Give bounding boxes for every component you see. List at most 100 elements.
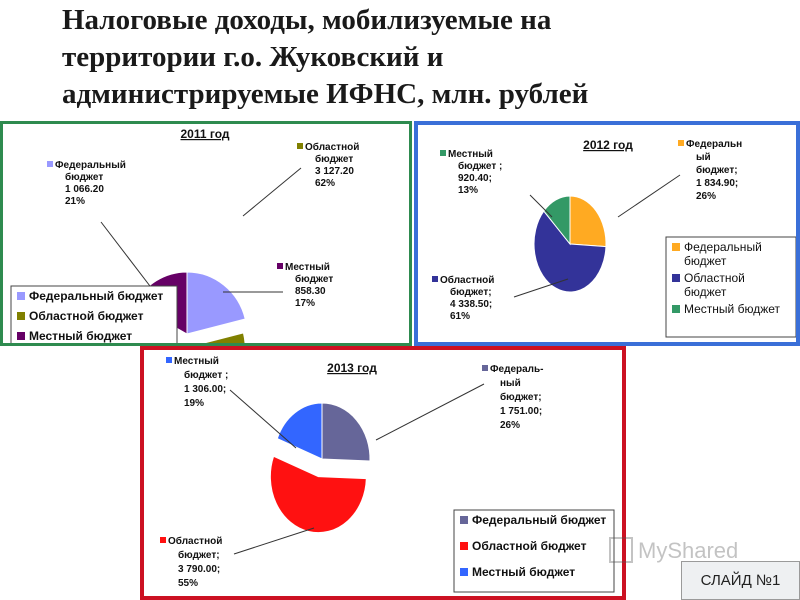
data-label-local-2011-line-2: бюджет: [295, 273, 333, 285]
slide-number-badge: СЛАЙД №1: [681, 561, 800, 600]
data-label-local-2013-line-2: бюджет ;: [184, 369, 228, 381]
legend-swatch-regional-2011: [17, 312, 25, 320]
leader-line-regional-2012: [513, 278, 569, 298]
data-label-marker-federal-2012: [678, 140, 684, 146]
legend-label-federal-2012: Федеральный: [684, 240, 762, 254]
legend-swatch-regional-2013: [460, 542, 468, 550]
data-label-local-2012-line-2: бюджет ;: [458, 160, 502, 172]
data-label-local-2012-line-3: 920.40;: [458, 173, 492, 184]
chart-panel-2012: 2012 год Федеральн ый бюджет; 1 834.90; 26% Об…: [414, 121, 800, 346]
chart-title-2013: 2013 год: [327, 361, 377, 375]
leader-line-federal-2011: [100, 221, 154, 291]
data-label-marker-local-2012: [440, 150, 446, 156]
leader-line-local-2013: [229, 389, 297, 449]
legend-box-2013: [453, 509, 615, 593]
pie-chart-2013: 2013 год Федераль-ный бюджет; 1 751.00; 26% О…: [160, 356, 615, 593]
data-label-regional-2013-line-4: 55%: [178, 578, 198, 589]
data-label-regional-2013-line-2: бюджет;: [178, 549, 220, 561]
chart-title-2011: 2011 год: [181, 127, 230, 141]
data-label-local-2013-line-4: 19%: [184, 398, 204, 409]
data-label-marker-local-2011: [277, 263, 283, 269]
title-line-2: территории г.о. Жуковский и: [62, 41, 444, 73]
watermark-logo: MyShared: [609, 537, 738, 563]
leader-line-local-2012: [529, 194, 553, 218]
leader-line-regional-2011: [242, 167, 302, 217]
data-label-regional-2011-line-2: бюджет: [315, 153, 353, 165]
data-label-regional-2011-line-3: 3 127.20: [315, 166, 354, 177]
legend-label-regional-2013: Областной бюджет: [472, 539, 587, 553]
pie-slice-regional-2013: [269, 455, 367, 534]
data-label-marker-local-2013: [166, 357, 172, 363]
legend-label-federal-2011: Федеральный бюджет: [29, 289, 163, 303]
legend-label-federal-2013: Федеральный бюджет: [472, 513, 606, 527]
data-label-regional-2011-line-1: Областной: [305, 141, 359, 153]
legend-label-local-2012: Местный бюджет: [684, 302, 781, 316]
pie-slice-local-2013: [276, 402, 323, 460]
data-label-marker-regional-2011: [297, 143, 303, 149]
leader-line-federal-2013: [375, 383, 485, 441]
data-label-regional-2012-line-4: 61%: [450, 311, 470, 322]
pie-slice-local-2012: [543, 195, 571, 246]
chart-panel-2011: 2011 год Федеральный бюджет 1 066.20 21% Обла…: [0, 121, 412, 346]
data-label-federal-2011-line-3: 1 066.20: [65, 184, 104, 195]
chart-panel-2013: 2013 год Федераль-ный бюджет; 1 751.00; 26% О…: [140, 346, 626, 600]
data-label-federal-2012-line-2: ый: [696, 152, 711, 163]
data-label-local-2012-line-4: 13%: [458, 185, 478, 196]
legend-swatch-federal-2012: [672, 243, 680, 251]
legend-label-regional-2012: Областной: [684, 271, 745, 285]
title-line-3: администрируемые ИФНС, млн. рублей: [62, 78, 589, 110]
pie-slice-federal-2011: [186, 271, 246, 335]
data-label-federal-2012-line-4: 1 834.90;: [696, 178, 738, 189]
leader-line-regional-2013: [233, 527, 315, 555]
data-label-federal-2011-line-4: 21%: [65, 196, 85, 207]
data-label-regional-2011-line-4: 62%: [315, 178, 335, 189]
data-label-federal-2012-line-1: Федеральн: [686, 139, 742, 150]
data-label-federal-2011-line-2: бюджет: [65, 171, 103, 183]
legend-box-2011: [10, 285, 178, 343]
data-label-federal-2013-line-5: 26%: [500, 420, 520, 431]
page-title: Налоговые доходы, мобилизуемые на террит…: [62, 2, 782, 113]
legend-swatch-local-2013: [460, 568, 468, 576]
data-label-federal-2013-line-1: Федераль-: [490, 364, 544, 375]
title-line-1: Налоговые доходы, мобилизуемые на: [62, 4, 552, 36]
data-label-federal-2013-line-4: 1 751.00;: [500, 406, 542, 417]
data-label-federal-2012-line-3: бюджет;: [696, 164, 738, 176]
data-label-local-2012-line-1: Местный: [448, 149, 493, 160]
data-label-local-2011-line-3: 858.30: [295, 286, 326, 297]
data-label-regional-2013-line-3: 3 790.00;: [178, 564, 220, 575]
data-label-regional-2012-line-3: 4 338.50;: [450, 299, 492, 310]
data-label-marker-regional-2012: [432, 276, 438, 282]
data-label-marker-federal-2011: [47, 161, 53, 167]
data-label-marker-federal-2013: [482, 365, 488, 371]
legend-label-local-2013: Местный бюджет: [472, 565, 575, 579]
legend-label-federal-2012-line-2: бюджет: [684, 254, 727, 268]
data-label-federal-2011-line-1: Федеральный: [55, 160, 126, 171]
data-label-marker-regional-2013: [160, 537, 166, 543]
legend-swatch-federal-2011: [17, 292, 25, 300]
data-label-federal-2013-line-3: бюджет;: [500, 391, 542, 403]
legend-box-2012: [665, 236, 796, 338]
chart-title-2012: 2012 год: [583, 138, 633, 152]
data-label-local-2011-line-4: 17%: [295, 298, 315, 309]
data-label-local-2013-line-3: 1 306.00;: [184, 384, 226, 395]
watermark-text: MyShared: [638, 538, 738, 563]
pie-slice-federal-2012: [569, 195, 607, 248]
pie-slice-regional-2012: [533, 210, 607, 293]
data-label-federal-2013-line-2: ный: [500, 378, 521, 389]
data-label-federal-2012-line-5: 26%: [696, 191, 716, 202]
legend-label-local-2011: Местный бюджет: [29, 329, 132, 343]
watermark-icon: [609, 537, 633, 563]
leader-line-federal-2012: [617, 174, 681, 218]
data-label-local-2013-line-1: Местный: [174, 356, 219, 367]
legend-swatch-local-2011: [17, 332, 25, 340]
pie-slice-federal-2013: [321, 402, 371, 462]
data-label-regional-2012-line-1: Областной: [440, 274, 494, 286]
legend-label-regional-2011: Областной бюджет: [29, 309, 144, 323]
data-label-regional-2013-line-1: Областной: [168, 535, 222, 547]
legend-label-regional-2012-line-2: бюджет: [684, 285, 727, 299]
legend-swatch-regional-2012: [672, 274, 680, 282]
data-label-local-2011-line-1: Местный: [285, 262, 330, 273]
data-label-regional-2012-line-2: бюджет;: [450, 286, 492, 298]
